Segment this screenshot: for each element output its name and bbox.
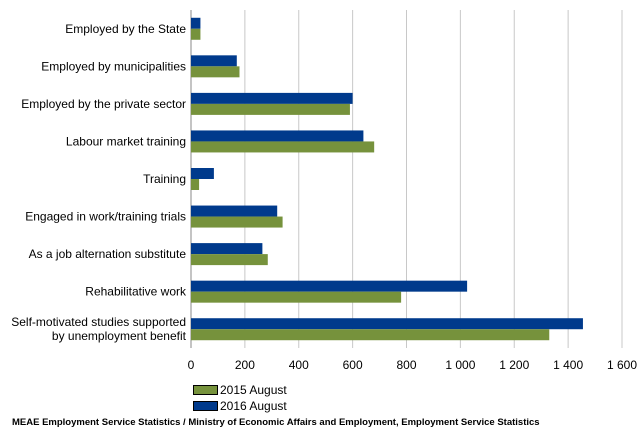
- bar: [191, 243, 263, 255]
- bar: [191, 254, 268, 266]
- bar: [191, 66, 240, 78]
- x-tick-label: 1 400: [553, 358, 583, 372]
- source-note: MEAE Employment Service Statistics / Min…: [12, 417, 540, 428]
- category-label: Labour market training: [66, 134, 186, 148]
- bar: [191, 28, 201, 40]
- bar: [191, 141, 375, 153]
- legend-swatch-2015: [193, 385, 218, 395]
- category-labels: Employed by the State Employed by municip…: [11, 22, 187, 343]
- category-label: Rehabilitative work: [85, 285, 187, 299]
- bars: [191, 17, 583, 341]
- bar: [191, 17, 201, 29]
- legend-label-2015: 2015 August: [220, 383, 287, 397]
- category-label: Training: [143, 172, 186, 186]
- category-label: Employed by the private sector: [21, 97, 186, 111]
- bar: [191, 130, 364, 142]
- category-label: Self-motivated studies supported by unemp…: [11, 315, 186, 343]
- x-tick-label: 1 600: [607, 358, 637, 372]
- legend-label-2016: 2016 August: [220, 399, 287, 413]
- category-label: Engaged in work/training trials: [25, 210, 186, 224]
- x-tick-label: 800: [396, 358, 416, 372]
- legend-item: 2016 August: [193, 398, 287, 414]
- bar: [191, 318, 583, 330]
- category-label: Employed by the State: [65, 22, 186, 36]
- bar: [191, 103, 350, 115]
- bar: [191, 280, 468, 292]
- x-tick-label: 600: [343, 358, 363, 372]
- bar: [191, 55, 237, 67]
- x-tick-label: 200: [235, 358, 255, 372]
- category-label: Employed by municipalities: [41, 59, 186, 73]
- bar: [191, 216, 283, 228]
- bar: [191, 205, 278, 217]
- x-tick-label: 0: [188, 358, 195, 372]
- x-tick-label: 400: [289, 358, 309, 372]
- x-tick-labels: 0 200 400 600 800 1 000 1 200 1 400 1 600: [188, 358, 638, 372]
- bar: [191, 92, 353, 104]
- bar: [191, 291, 402, 303]
- legend-swatch-2016: [193, 401, 218, 411]
- bar: [191, 168, 214, 179]
- legend: 2015 August 2016 August: [193, 382, 287, 414]
- x-tick-label: 1 000: [445, 358, 475, 372]
- x-tick-label: 1 200: [499, 358, 529, 372]
- bar: [191, 329, 550, 341]
- bar-chart: Employed by the State Employed by municip…: [11, 10, 638, 372]
- legend-item: 2015 August: [193, 382, 287, 398]
- category-label: As a job alternation substitute: [29, 247, 187, 261]
- bar: [191, 179, 200, 190]
